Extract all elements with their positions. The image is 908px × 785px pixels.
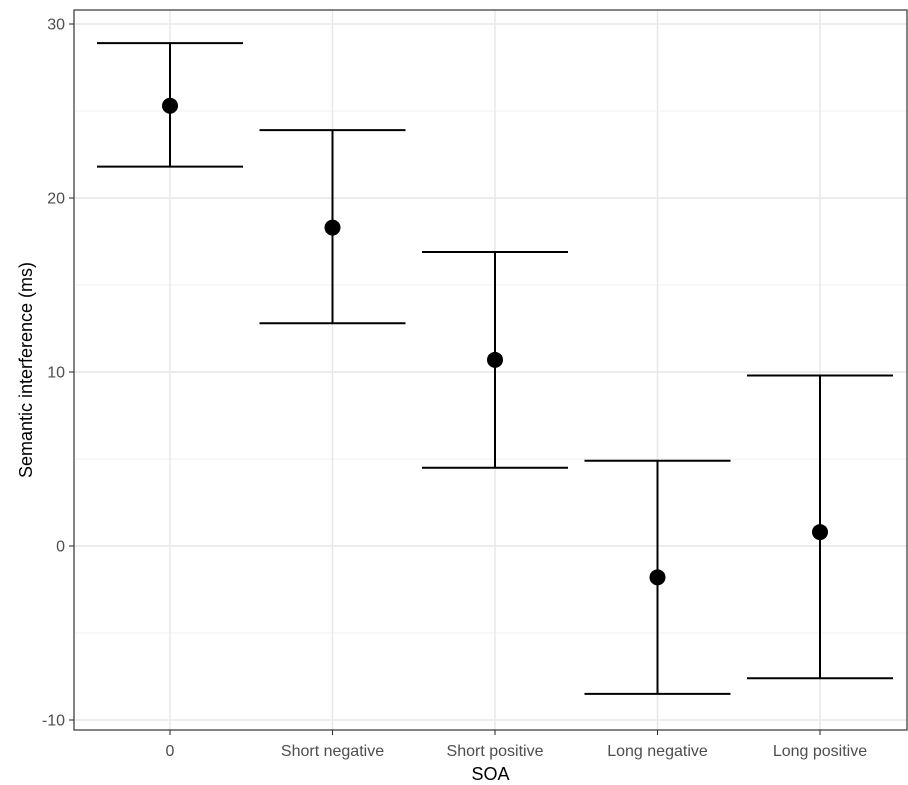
x-tick-label: Long negative (607, 743, 708, 760)
x-tick-label: Short positive (447, 743, 544, 760)
y-tick-label: 20 (47, 191, 65, 208)
data-point (324, 219, 341, 236)
y-tick-label: 30 (47, 17, 65, 34)
grid (74, 10, 907, 730)
x-axis-title: SOA (471, 764, 509, 784)
data-point (487, 351, 503, 368)
y-tick-label: 0 (56, 539, 65, 556)
y-axis: -10 0 10 20 30 (42, 17, 74, 730)
x-tick-label: 0 (166, 743, 175, 760)
panel-border (73, 9, 908, 731)
data-point (812, 524, 828, 541)
y-axis-title: Semantic interference (ms) (16, 262, 36, 478)
y-tick-label: 10 (47, 365, 65, 382)
x-tick-label: Short negative (281, 743, 384, 760)
points (162, 97, 828, 586)
y-tick-label: -10 (42, 713, 65, 730)
data-point (162, 97, 178, 114)
x-tick-label: Long positive (773, 743, 867, 760)
data-point (649, 569, 666, 586)
x-axis: 0 Short negative Short positive Long negati… (166, 730, 867, 760)
